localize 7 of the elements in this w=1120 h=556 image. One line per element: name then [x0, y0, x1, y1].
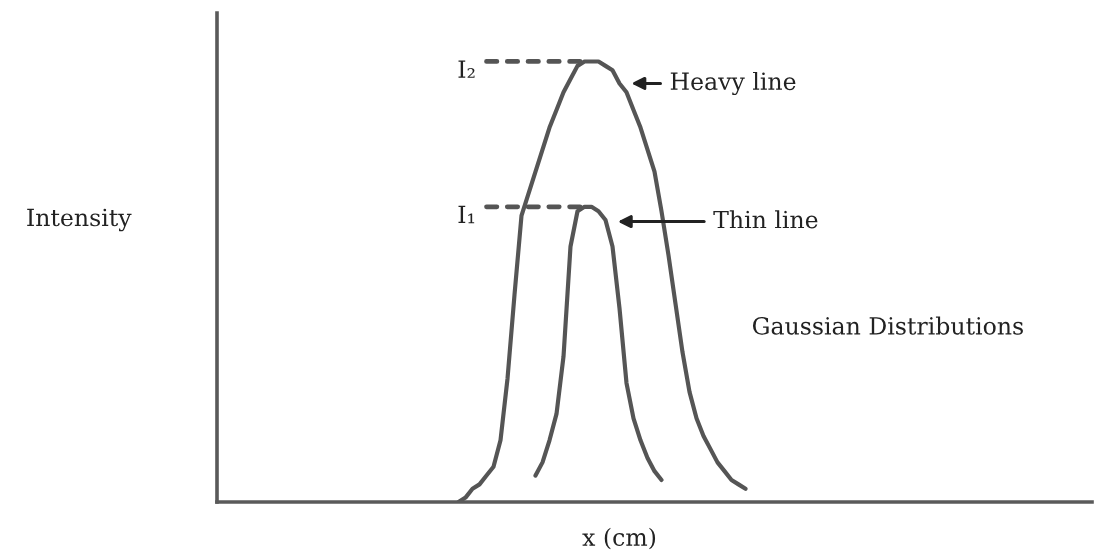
ref-line-label: I₂: [458, 60, 475, 78]
ref-line-label: I₁: [458, 205, 475, 224]
annotation: Gaussian Distributions: [752, 316, 1023, 335]
series-label: Heavy line: [670, 71, 796, 96]
x-axis-title: x (cm): [582, 527, 656, 550]
y-axis-title: Intensity: [27, 208, 132, 232]
text: Thin line: [713, 210, 818, 229]
